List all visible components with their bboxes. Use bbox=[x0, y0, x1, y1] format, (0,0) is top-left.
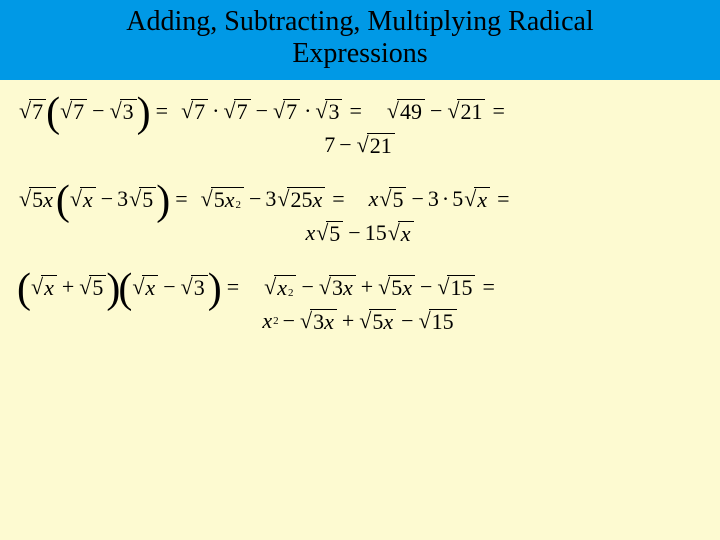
sqrt-7: √ 7 bbox=[60, 99, 87, 123]
num-15: 15 bbox=[365, 220, 387, 246]
left-paren-icon: ( bbox=[56, 189, 70, 214]
sqrt-7: √ 7 bbox=[223, 99, 250, 123]
slide-content: √ 7 ( √ 7 − √ 3 ) = √ 7 · √ 7 bbox=[0, 80, 720, 540]
num-3: 3 bbox=[117, 186, 128, 212]
plus-sign: + bbox=[361, 274, 373, 300]
sqrt-15: √ 15 bbox=[437, 275, 475, 299]
minus-sign: − bbox=[256, 98, 268, 124]
left-paren-icon: ( bbox=[17, 277, 31, 302]
example-3-line-1: ( √ x + √ 5 ) ( √ x − √ 3 ) = bbox=[18, 274, 702, 300]
num-3: 3 bbox=[428, 186, 439, 212]
title-line-2: Expressions bbox=[292, 38, 427, 69]
dot-sign: · bbox=[212, 98, 219, 124]
equals-sign: = bbox=[497, 186, 509, 212]
title-line-1: Adding, Subtracting, Multiplying Radical bbox=[126, 6, 593, 37]
var-x: x bbox=[305, 220, 315, 246]
sqrt-3: √ 3 bbox=[181, 275, 208, 299]
sqrt-5x: √ 5x bbox=[19, 187, 56, 211]
sqrt-21: √ 21 bbox=[447, 99, 485, 123]
sqrt-3: √ 3 bbox=[110, 99, 137, 123]
sqrt-x: √ x bbox=[70, 187, 96, 211]
sqrt-3: √ 3 bbox=[315, 99, 342, 123]
sqrt-7: √ 7 bbox=[273, 99, 300, 123]
sqrt-7: √ 7 bbox=[181, 99, 208, 123]
right-paren-icon: ) bbox=[137, 101, 151, 126]
sqrt-x: √ x bbox=[132, 275, 158, 299]
minus-sign: − bbox=[430, 98, 442, 124]
sqrt-5: √ 5 bbox=[79, 275, 106, 299]
sqrt-21: √ 21 bbox=[357, 133, 395, 157]
minus-sign: − bbox=[163, 274, 175, 300]
equals-sign: = bbox=[349, 98, 361, 124]
minus-sign: − bbox=[420, 274, 432, 300]
var-x: x bbox=[369, 186, 379, 212]
sqrt-5x2: √ 5x2 bbox=[201, 187, 244, 211]
minus-sign: − bbox=[411, 186, 423, 212]
sqrt-7: √ 7 bbox=[19, 99, 46, 123]
plus-sign: + bbox=[62, 274, 74, 300]
dot-sign: · bbox=[304, 98, 311, 124]
example-3-line-2: x2 − √ 3x + √ 5x − √ 15 bbox=[18, 308, 702, 334]
var-x: x bbox=[262, 308, 272, 334]
right-paren-icon: ) bbox=[156, 189, 170, 214]
sqrt-x2: √ x2 bbox=[264, 275, 296, 299]
example-2-line-2: x √ 5 − 15 √ x bbox=[18, 220, 702, 246]
sqrt-x: √ x bbox=[388, 221, 414, 245]
sqrt-5: √ 5 bbox=[129, 187, 156, 211]
sqrt-5x: √ 5x bbox=[378, 275, 415, 299]
equals-sign: = bbox=[482, 274, 494, 300]
minus-sign: − bbox=[92, 98, 104, 124]
minus-sign: − bbox=[401, 308, 413, 334]
equals-sign: = bbox=[156, 98, 168, 124]
num-7: 7 bbox=[324, 132, 335, 158]
num-5: 5 bbox=[452, 186, 463, 212]
slide: Adding, Subtracting, Multiplying Radical… bbox=[0, 0, 720, 540]
sqrt-15: √ 15 bbox=[419, 309, 457, 333]
sqrt-3x: √ 3x bbox=[300, 309, 337, 333]
left-paren-icon: ( bbox=[118, 277, 132, 302]
example-1-line-1: √ 7 ( √ 7 − √ 3 ) = √ 7 · √ 7 bbox=[18, 98, 702, 124]
dot-sign: · bbox=[442, 186, 449, 212]
minus-sign: − bbox=[101, 186, 113, 212]
sqrt-3x: √ 3x bbox=[319, 275, 356, 299]
right-paren-icon: ) bbox=[208, 277, 222, 302]
sqrt-5x: √ 5x bbox=[359, 309, 396, 333]
minus-sign: − bbox=[249, 186, 261, 212]
exp-2: 2 bbox=[273, 315, 279, 327]
minus-sign: − bbox=[301, 274, 313, 300]
example-2-line-1: √ 5x ( √ x − 3 √ 5 ) = √ 5x2 − 3 bbox=[18, 186, 702, 212]
minus-sign: − bbox=[339, 132, 351, 158]
sqrt-x: √ x bbox=[31, 275, 57, 299]
slide-title: Adding, Subtracting, Multiplying Radical… bbox=[0, 0, 720, 80]
equals-sign: = bbox=[332, 186, 344, 212]
minus-sign: − bbox=[348, 220, 360, 246]
minus-sign: − bbox=[283, 308, 295, 334]
plus-sign: + bbox=[342, 308, 354, 334]
sqrt-x: √ x bbox=[464, 187, 490, 211]
sqrt-5: √ 5 bbox=[316, 221, 343, 245]
equals-sign: = bbox=[492, 98, 504, 124]
left-paren-icon: ( bbox=[46, 101, 60, 126]
num-3: 3 bbox=[265, 186, 276, 212]
sqrt-49: √ 49 bbox=[387, 99, 425, 123]
equals-sign: = bbox=[175, 186, 187, 212]
equals-sign: = bbox=[227, 274, 239, 300]
sqrt-5: √ 5 bbox=[379, 187, 406, 211]
example-1-line-2: 7 − √ 21 bbox=[18, 132, 702, 158]
sqrt-25x: √ 25x bbox=[277, 187, 325, 211]
